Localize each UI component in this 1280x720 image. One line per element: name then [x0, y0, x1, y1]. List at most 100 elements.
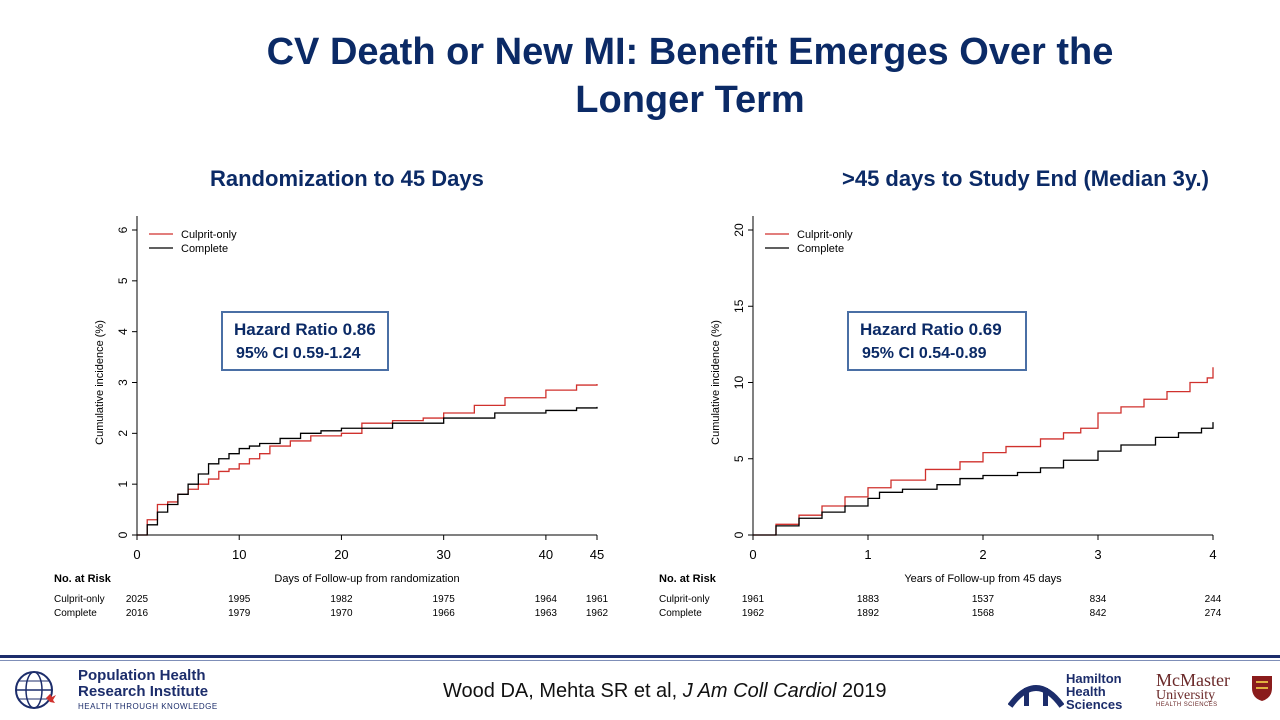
footer-rule	[0, 655, 1280, 658]
risk-cell: 274	[1205, 608, 1222, 619]
series-line-complete	[137, 406, 598, 536]
x-tick-label: 0	[749, 547, 756, 562]
legend-label: Culprit-only	[181, 229, 237, 241]
y-tick-label: 15	[732, 299, 746, 313]
x-tick-label: 1	[864, 547, 871, 562]
series-line-culprit-only	[753, 367, 1214, 536]
risk-row-label: Complete	[54, 608, 97, 619]
mcmaster-logo: McMaster University HEALTH SCIENCES	[1156, 670, 1276, 716]
risk-cell: 842	[1090, 608, 1107, 619]
phri-tagline: HEALTH THROUGH KNOWLEDGE	[78, 702, 218, 711]
y-tick-label: 6	[116, 226, 130, 233]
y-tick-label: 3	[116, 379, 130, 386]
risk-cell: 1975	[433, 594, 456, 605]
risk-cell: 1970	[330, 608, 353, 619]
risk-cell: 2025	[126, 594, 149, 605]
risk-row-label: Culprit-only	[659, 594, 710, 605]
chart2-subtitle: >45 days to Study End (Median 3y.)	[842, 166, 1209, 191]
risk-cell: 834	[1090, 594, 1107, 605]
phri-name-line2: Research Institute	[78, 683, 209, 700]
citation-authors: Wood DA, Mehta SR et al,	[443, 680, 683, 702]
y-tick-label: 2	[116, 430, 130, 437]
risk-cell: 1962	[742, 608, 765, 619]
risk-cell: 1962	[586, 608, 609, 619]
risk-cell: 244	[1205, 594, 1222, 605]
x-tick-label: 10	[232, 547, 246, 562]
y-tick-label: 20	[732, 223, 746, 237]
risk-cell: 1964	[535, 594, 558, 605]
phri-name: Population Health Research Institute	[78, 668, 208, 700]
risk-table-header: No. at Risk	[659, 573, 717, 585]
risk-cell: 1995	[228, 594, 251, 605]
hhs-arch-icon	[1008, 685, 1064, 708]
legend-label: Complete	[797, 243, 844, 255]
x-axis-label: Years of Follow-up from 45 days	[904, 573, 1062, 585]
risk-cell: 1961	[742, 594, 765, 605]
risk-cell: 1961	[586, 594, 609, 605]
hhs-name-line1: Hamilton	[1066, 671, 1122, 686]
risk-cell: 1568	[972, 608, 995, 619]
mcmaster-tagline: HEALTH SCIENCES	[1156, 702, 1218, 708]
citation-year: 2019	[836, 680, 887, 702]
y-axis-label: Cumulative incidence (%)	[94, 320, 106, 445]
risk-cell: 1966	[433, 608, 456, 619]
slide-title: CV Death or New MI: Benefit Emerges Over…	[0, 28, 1280, 124]
x-tick-label: 30	[436, 547, 450, 562]
hhs-logo: Hamilton Health Sciences	[1008, 672, 1148, 712]
risk-cell: 1963	[535, 608, 558, 619]
slide-title-line1: CV Death or New MI: Benefit Emerges Over…	[266, 31, 1114, 73]
risk-cell: 1979	[228, 608, 251, 619]
legend-label: Complete	[181, 243, 228, 255]
x-tick-label: 0	[133, 547, 140, 562]
hazard-ratio-text: Hazard Ratio 0.69	[860, 320, 1002, 339]
risk-table-header: No. at Risk	[54, 573, 112, 585]
y-tick-label: 0	[116, 531, 130, 538]
chart-2: 0 5 10 15 20 0 1 2 3 4 Cumulative incidence (%) Yea…	[659, 216, 1222, 619]
phri-logo: Population Health Research Institute HEA…	[12, 668, 252, 714]
risk-row-label: Culprit-only	[54, 594, 105, 605]
risk-cell: 1892	[857, 608, 880, 619]
x-tick-label: 3	[1094, 547, 1101, 562]
x-tick-label: 4	[1209, 547, 1216, 562]
y-tick-label: 0	[732, 531, 746, 538]
y-tick-label: 10	[732, 376, 746, 390]
risk-cell: 2016	[126, 608, 149, 619]
series-line-complete	[753, 422, 1214, 536]
x-tick-label: 45	[590, 547, 604, 562]
series-line-culprit-only	[137, 384, 598, 536]
risk-cell: 1883	[857, 594, 880, 605]
hhs-name-line2: Health	[1066, 684, 1106, 699]
mcmaster-name: McMaster University	[1156, 670, 1230, 704]
ci-text: 95% CI 0.54-0.89	[862, 345, 987, 362]
footer-rule-thin	[0, 660, 1280, 661]
globe-icon	[15, 671, 56, 709]
risk-cell: 1537	[972, 594, 995, 605]
slide-title-line2: Longer Term	[575, 79, 805, 121]
y-axis-label: Cumulative incidence (%)	[710, 320, 722, 445]
risk-row-label: Complete	[659, 608, 702, 619]
hhs-name-line3: Sciences	[1066, 697, 1123, 712]
mcmaster-name-line1: McMaster	[1156, 670, 1230, 690]
x-tick-label: 2	[979, 547, 986, 562]
x-tick-label: 40	[539, 547, 553, 562]
hazard-ratio-box	[847, 311, 1027, 371]
chart1-subtitle: Randomization to 45 Days	[210, 166, 484, 191]
ci-text: 95% CI 0.59-1.24	[236, 345, 361, 362]
crest-icon	[1252, 676, 1272, 701]
mcmaster-name-line2: University	[1156, 688, 1216, 703]
citation: Wood DA, Mehta SR et al, J Am Coll Cardi…	[443, 680, 887, 703]
x-axis-label: Days of Follow-up from randomization	[274, 573, 459, 585]
hazard-ratio-box	[221, 311, 389, 371]
x-tick-label: 20	[334, 547, 348, 562]
hazard-ratio-text: Hazard Ratio 0.86	[234, 320, 376, 339]
risk-cell: 1982	[330, 594, 353, 605]
hhs-name: Hamilton Health Sciences	[1066, 672, 1122, 711]
phri-name-line1: Population Health	[78, 667, 206, 684]
y-tick-label: 5	[116, 277, 130, 284]
y-tick-label: 5	[732, 455, 746, 462]
citation-journal: J Am Coll Cardiol	[682, 680, 837, 702]
legend-label: Culprit-only	[797, 229, 853, 241]
y-tick-label: 1	[116, 481, 130, 488]
